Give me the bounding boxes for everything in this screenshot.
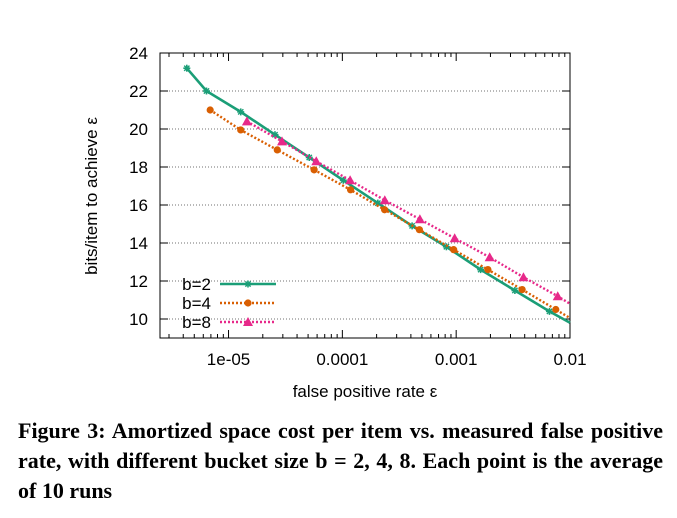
y-tick-label: 10 [129, 310, 148, 329]
data-point [449, 233, 460, 243]
data-point [183, 64, 191, 72]
data-point [379, 195, 390, 205]
data-point [484, 266, 492, 274]
data-point [450, 246, 458, 254]
chart: 10 12 14 16 18 20 22 24 1e-05 0.0001 0.001 0.01 b=… [82, 44, 587, 401]
y-axis-label: bits/item to achieve ε [82, 117, 101, 275]
data-point [552, 305, 560, 314]
data-point [518, 272, 529, 282]
data-point [484, 252, 495, 262]
data-point [310, 166, 318, 174]
legend-marker [243, 317, 253, 326]
series-group [183, 64, 571, 324]
y-tick-label: 18 [129, 158, 148, 177]
y-tick-label: 24 [129, 44, 148, 63]
x-axis-label: false positive rate ε [293, 382, 438, 401]
data-point [545, 307, 553, 315]
y-tick-label: 12 [129, 272, 148, 291]
legend-marker [244, 299, 252, 307]
data-point [311, 156, 322, 166]
series-b4 [206, 106, 571, 320]
data-point [345, 175, 356, 185]
data-point [415, 226, 423, 234]
data-point [414, 214, 425, 224]
data-point [206, 106, 214, 114]
legend-marker [244, 280, 252, 288]
data-point [241, 116, 252, 126]
data-point [346, 186, 355, 194]
y-tick-label: 22 [129, 82, 148, 101]
x-axis: 1e-05 0.0001 0.001 0.01 [168, 53, 587, 369]
grid [160, 52, 570, 320]
data-point [202, 87, 210, 95]
data-point [518, 285, 526, 294]
data-point [273, 146, 281, 154]
data-point [277, 136, 288, 146]
data-point [552, 291, 563, 301]
y-axis: 10 12 14 16 18 20 22 24 [129, 44, 570, 329]
plot-frame [159, 52, 571, 339]
data-point [511, 287, 519, 294]
legend-label: b=2 [182, 275, 211, 294]
figure-caption: Figure 3: Amortized space cost per item … [18, 416, 663, 506]
legend-label: b=8 [182, 313, 211, 332]
y-tick-label: 16 [129, 196, 148, 215]
legend-label: b=4 [182, 294, 211, 313]
data-point [237, 108, 245, 116]
x-tick-label: 1e-05 [207, 350, 250, 369]
legend: b=2b=4b=8 [182, 275, 276, 332]
x-tick-label: 0.0001 [316, 350, 368, 369]
y-tick-label: 14 [129, 234, 148, 253]
series-line [209, 108, 571, 320]
figure-label: Figure 3: [18, 418, 106, 443]
data-point [237, 126, 245, 134]
x-tick-label: 0.01 [553, 350, 586, 369]
caption-text: Amortized space cost per item vs. measur… [18, 418, 664, 503]
y-tick-label: 20 [129, 120, 148, 139]
data-point [477, 266, 485, 274]
data-point [380, 206, 389, 214]
x-tick-label: 0.001 [435, 350, 478, 369]
series-b8 [241, 116, 571, 305]
